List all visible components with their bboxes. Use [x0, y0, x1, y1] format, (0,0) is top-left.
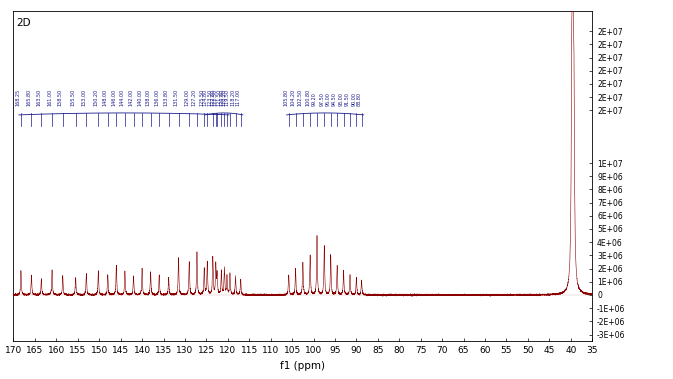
- Text: 142.00: 142.00: [129, 89, 133, 106]
- Text: 165.80: 165.80: [26, 89, 32, 106]
- Text: 90.00: 90.00: [351, 92, 357, 106]
- Text: 148.00: 148.00: [103, 89, 108, 106]
- Text: 121.50: 121.50: [217, 89, 221, 106]
- Text: 158.50: 158.50: [58, 89, 63, 106]
- Text: 124.80: 124.80: [203, 89, 207, 106]
- Text: 2D: 2D: [16, 18, 31, 28]
- Text: 125.50: 125.50: [199, 89, 204, 106]
- Text: 105.80: 105.80: [284, 89, 289, 106]
- Text: 93.00: 93.00: [339, 92, 344, 106]
- Text: 138.00: 138.00: [145, 89, 151, 106]
- Text: 123.50: 123.50: [208, 89, 213, 106]
- Text: 122.50: 122.50: [212, 89, 217, 106]
- Text: 94.50: 94.50: [332, 92, 337, 106]
- Text: 144.00: 144.00: [120, 89, 125, 106]
- Text: 119.50: 119.50: [225, 89, 230, 106]
- Text: 120.80: 120.80: [219, 89, 224, 106]
- Text: 153.00: 153.00: [81, 89, 86, 106]
- Text: 118.20: 118.20: [231, 89, 236, 106]
- Text: 97.50: 97.50: [319, 92, 324, 106]
- Text: 117.00: 117.00: [236, 89, 241, 106]
- Text: 100.80: 100.80: [305, 89, 310, 106]
- Text: 140.00: 140.00: [137, 89, 142, 106]
- Text: 163.50: 163.50: [36, 89, 41, 106]
- Text: 127.20: 127.20: [192, 89, 197, 106]
- X-axis label: f1 (ppm): f1 (ppm): [281, 360, 325, 371]
- Text: 120.20: 120.20: [222, 89, 227, 106]
- Text: 150.20: 150.20: [94, 89, 98, 106]
- Text: 155.50: 155.50: [71, 89, 75, 106]
- Text: 96.00: 96.00: [326, 92, 330, 106]
- Text: 88.80: 88.80: [357, 92, 361, 106]
- Text: 104.20: 104.20: [291, 89, 295, 106]
- Text: 129.00: 129.00: [184, 89, 189, 106]
- Text: 99.20: 99.20: [312, 92, 317, 106]
- Text: 91.50: 91.50: [345, 92, 350, 106]
- Text: 161.00: 161.00: [47, 89, 52, 106]
- Text: 168.25: 168.25: [16, 89, 21, 106]
- Text: 122.80: 122.80: [211, 89, 216, 106]
- Text: 133.80: 133.80: [164, 89, 169, 106]
- Text: 102.50: 102.50: [298, 89, 303, 106]
- Text: 146.00: 146.00: [111, 89, 116, 106]
- Text: 136.00: 136.00: [154, 89, 160, 106]
- Text: 131.50: 131.50: [174, 89, 178, 106]
